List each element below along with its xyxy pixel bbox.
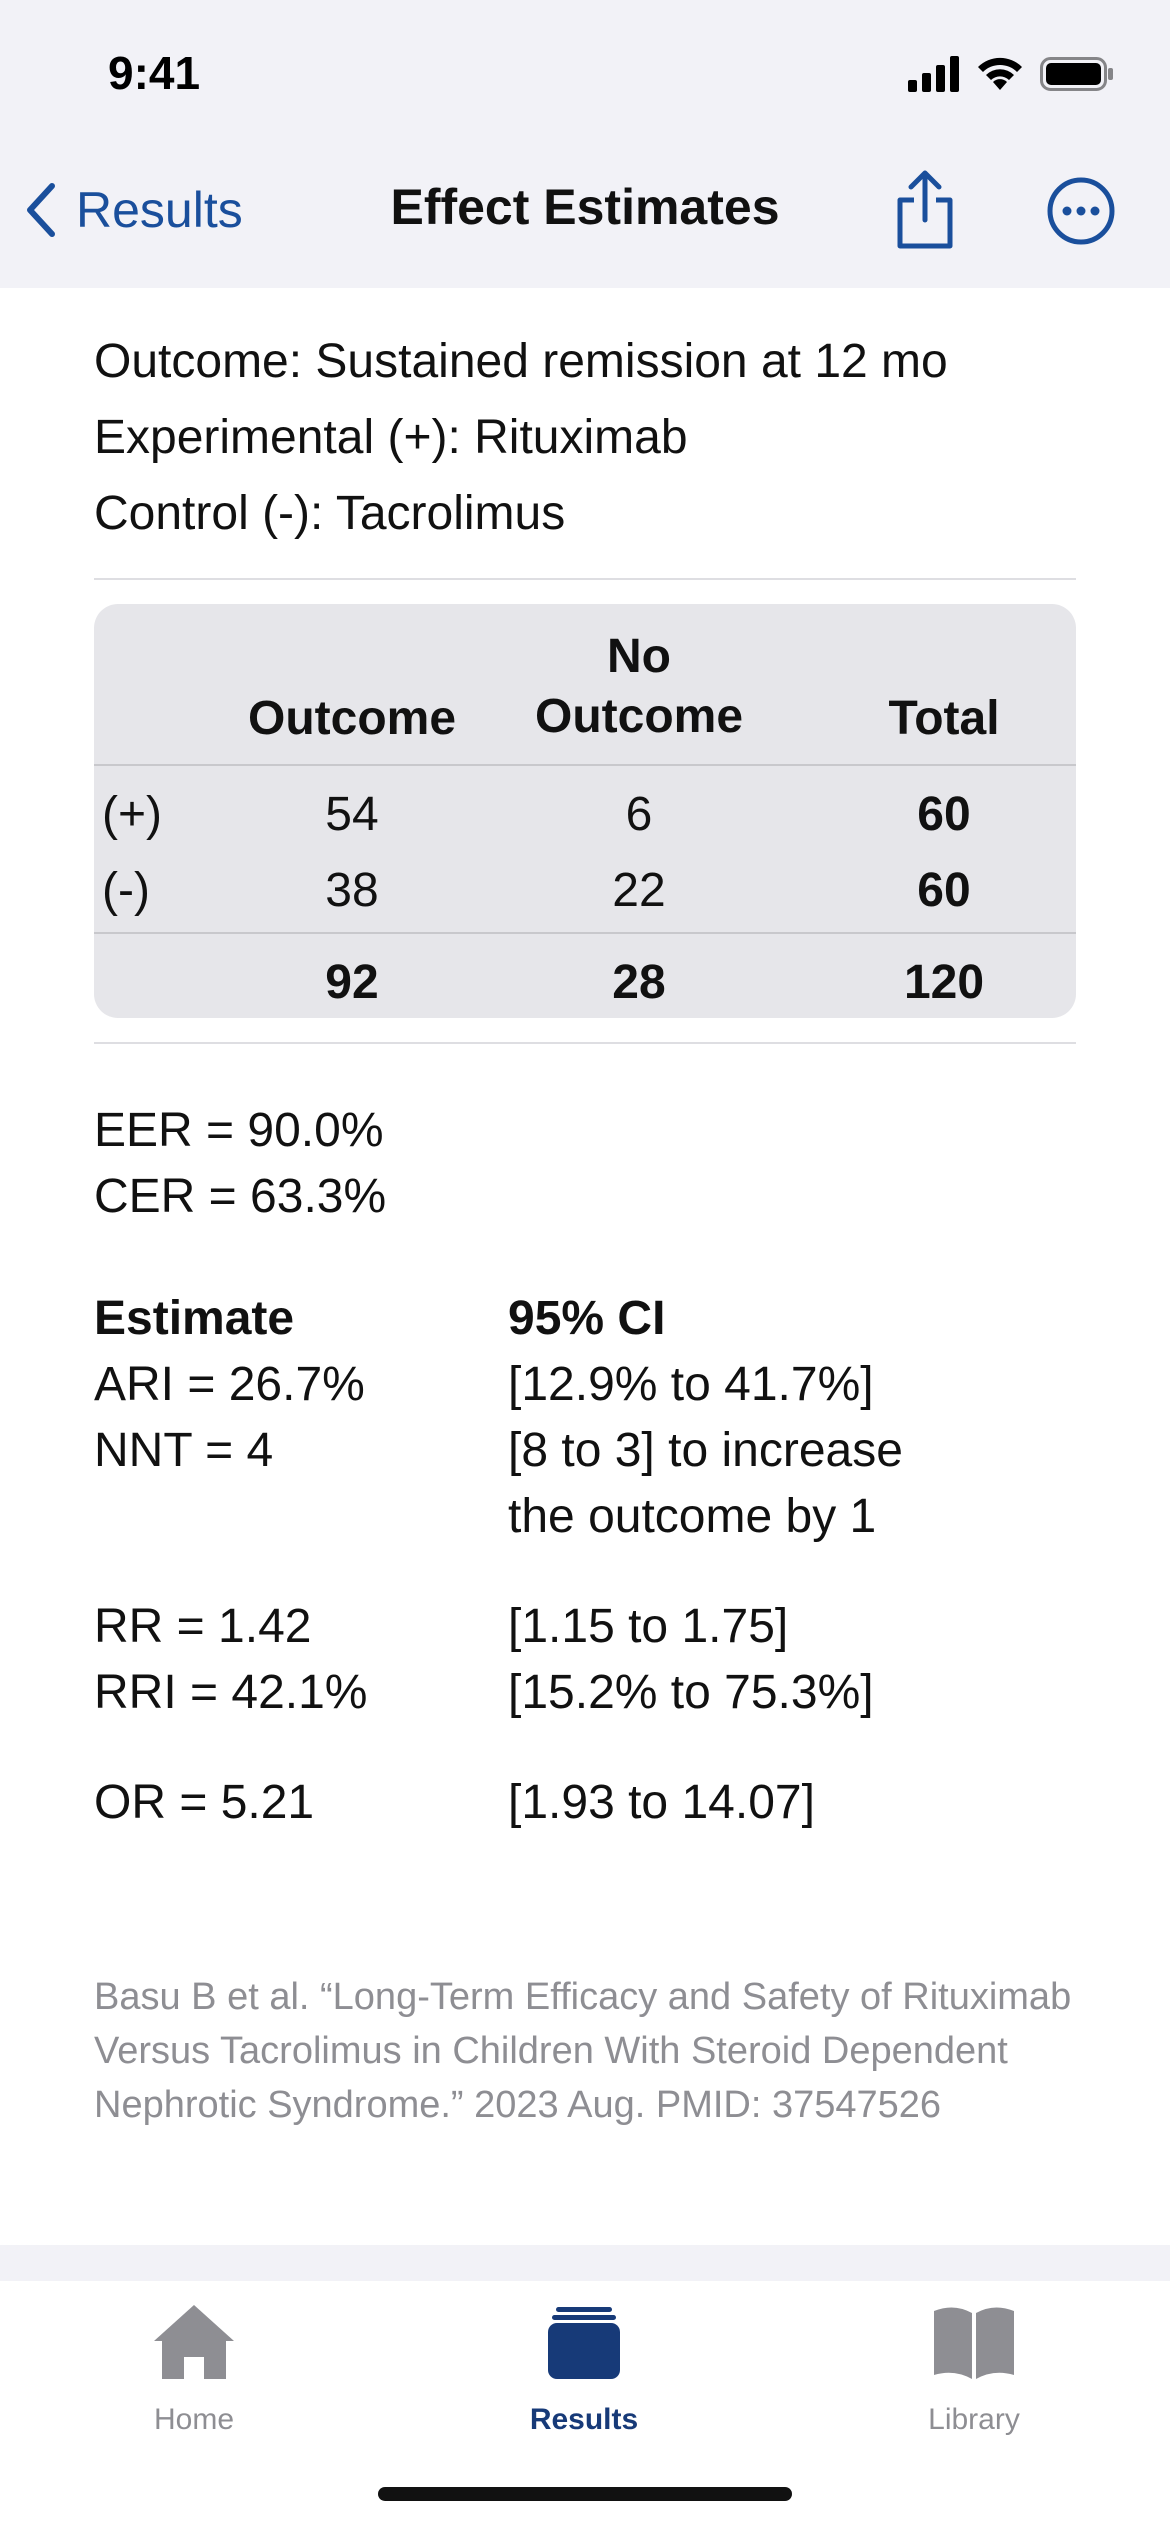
tab-home-label: Home <box>153 2403 235 2436</box>
tab-home[interactable]: Home <box>74 2301 314 2437</box>
tab-results[interactable]: Results <box>464 2301 704 2437</box>
ci-header: 95% CI <box>508 1292 666 1345</box>
divider <box>94 578 1076 580</box>
ellipsis-circle-icon <box>1047 177 1115 245</box>
header-outcome: Outcome <box>247 692 457 745</box>
or-ci-text: [1.93 to 14.07] <box>508 1776 815 1829</box>
more-options-button[interactable] <box>1046 176 1116 251</box>
cell-total-outcome: 92 <box>325 956 379 1009</box>
cell-ctl-no-outcome: 22 <box>612 864 666 917</box>
status-icons <box>908 52 1114 96</box>
share-button[interactable] <box>890 168 960 257</box>
row-label-experimental: (+) <box>102 788 162 841</box>
results-icon <box>548 2307 620 2379</box>
cell-exp-outcome: 54 <box>325 788 379 841</box>
share-icon <box>897 170 953 249</box>
experimental-text: Experimental (+): Rituximab <box>94 411 688 464</box>
tab-results-label: Results <box>529 2403 639 2436</box>
chevron-left-icon <box>27 183 55 237</box>
study-description: Outcome: Sustained remission at 12 mo Ex… <box>94 288 1076 552</box>
wifi-icon <box>978 57 1022 90</box>
ari-ci-text: [12.9% to 41.7%] <box>508 1358 874 1411</box>
divider <box>94 1042 1076 1044</box>
rr-ci-text: [1.15 to 1.75] <box>508 1600 789 1653</box>
book-icon <box>934 2307 1014 2379</box>
cell-exp-no-outcome: 6 <box>625 788 653 841</box>
tabbar-separator <box>0 2245 1170 2281</box>
event-rates: EER = 90.0% CER = 63.3% <box>94 1098 1076 1230</box>
cellular-signal-icon <box>908 56 959 92</box>
nnt-text: NNT = 4 <box>94 1424 274 1477</box>
rri-text: RRI = 42.1% <box>94 1666 368 1719</box>
cell-exp-total: 60 <box>917 788 971 841</box>
tab-library[interactable]: Library <box>854 2301 1094 2437</box>
table-total-divider <box>94 932 1076 934</box>
estimate-header: Estimate <box>94 1292 295 1345</box>
battery-icon <box>1040 57 1113 91</box>
estimates-table: Estimate 95% CI ARI = 26.7% [12.9% to 41… <box>94 1286 1076 1866</box>
home-indicator <box>378 2487 792 2501</box>
cell-ctl-outcome: 38 <box>325 864 379 917</box>
nnt-ci-text: [8 to 3] to increase <box>508 1424 903 1477</box>
or-text: OR = 5.21 <box>94 1776 315 1829</box>
tab-library-label: Library <box>928 2403 1020 2436</box>
back-button-label: Results <box>76 182 243 238</box>
status-time: 9:41 <box>108 47 201 99</box>
content: Outcome: Sustained remission at 12 mo Ex… <box>94 288 1076 1866</box>
cell-grand-total: 120 <box>903 956 985 1009</box>
header-no: No <box>607 630 671 683</box>
header-total: Total <box>888 692 1000 745</box>
rri-ci-text: [15.2% to 75.3%] <box>508 1666 874 1719</box>
outcome-text: Outcome: Sustained remission at 12 mo <box>94 335 948 388</box>
cer-text: CER = 63.3% <box>94 1170 387 1223</box>
page-title: Effect Estimates <box>390 179 780 235</box>
table-header-divider <box>94 764 1076 766</box>
control-text: Control (-): Tacrolimus <box>94 487 566 540</box>
cell-total-no-outcome: 28 <box>612 956 666 1009</box>
rr-text: RR = 1.42 <box>94 1600 312 1653</box>
header-area: 9:41 Res <box>0 0 1170 288</box>
nnt-ci-text-continued: the outcome by 1 <box>508 1490 877 1543</box>
header-no-outcome: Outcome <box>534 690 744 743</box>
cell-ctl-total: 60 <box>917 864 971 917</box>
navigation-bar: Results Effect Estimates <box>0 160 1170 260</box>
eer-text: EER = 90.0% <box>94 1104 384 1157</box>
ari-text: ARI = 26.7% <box>94 1358 365 1411</box>
citation-text: Basu B et al. “Long-Term Efficacy and Sa… <box>94 1976 1072 2126</box>
contingency-table: Outcome No Outcome Total (+) 54 6 60 (-)… <box>94 604 1076 1018</box>
home-icon <box>154 2305 234 2379</box>
back-button[interactable]: Results <box>24 172 243 248</box>
row-label-control: (-) <box>102 864 150 917</box>
